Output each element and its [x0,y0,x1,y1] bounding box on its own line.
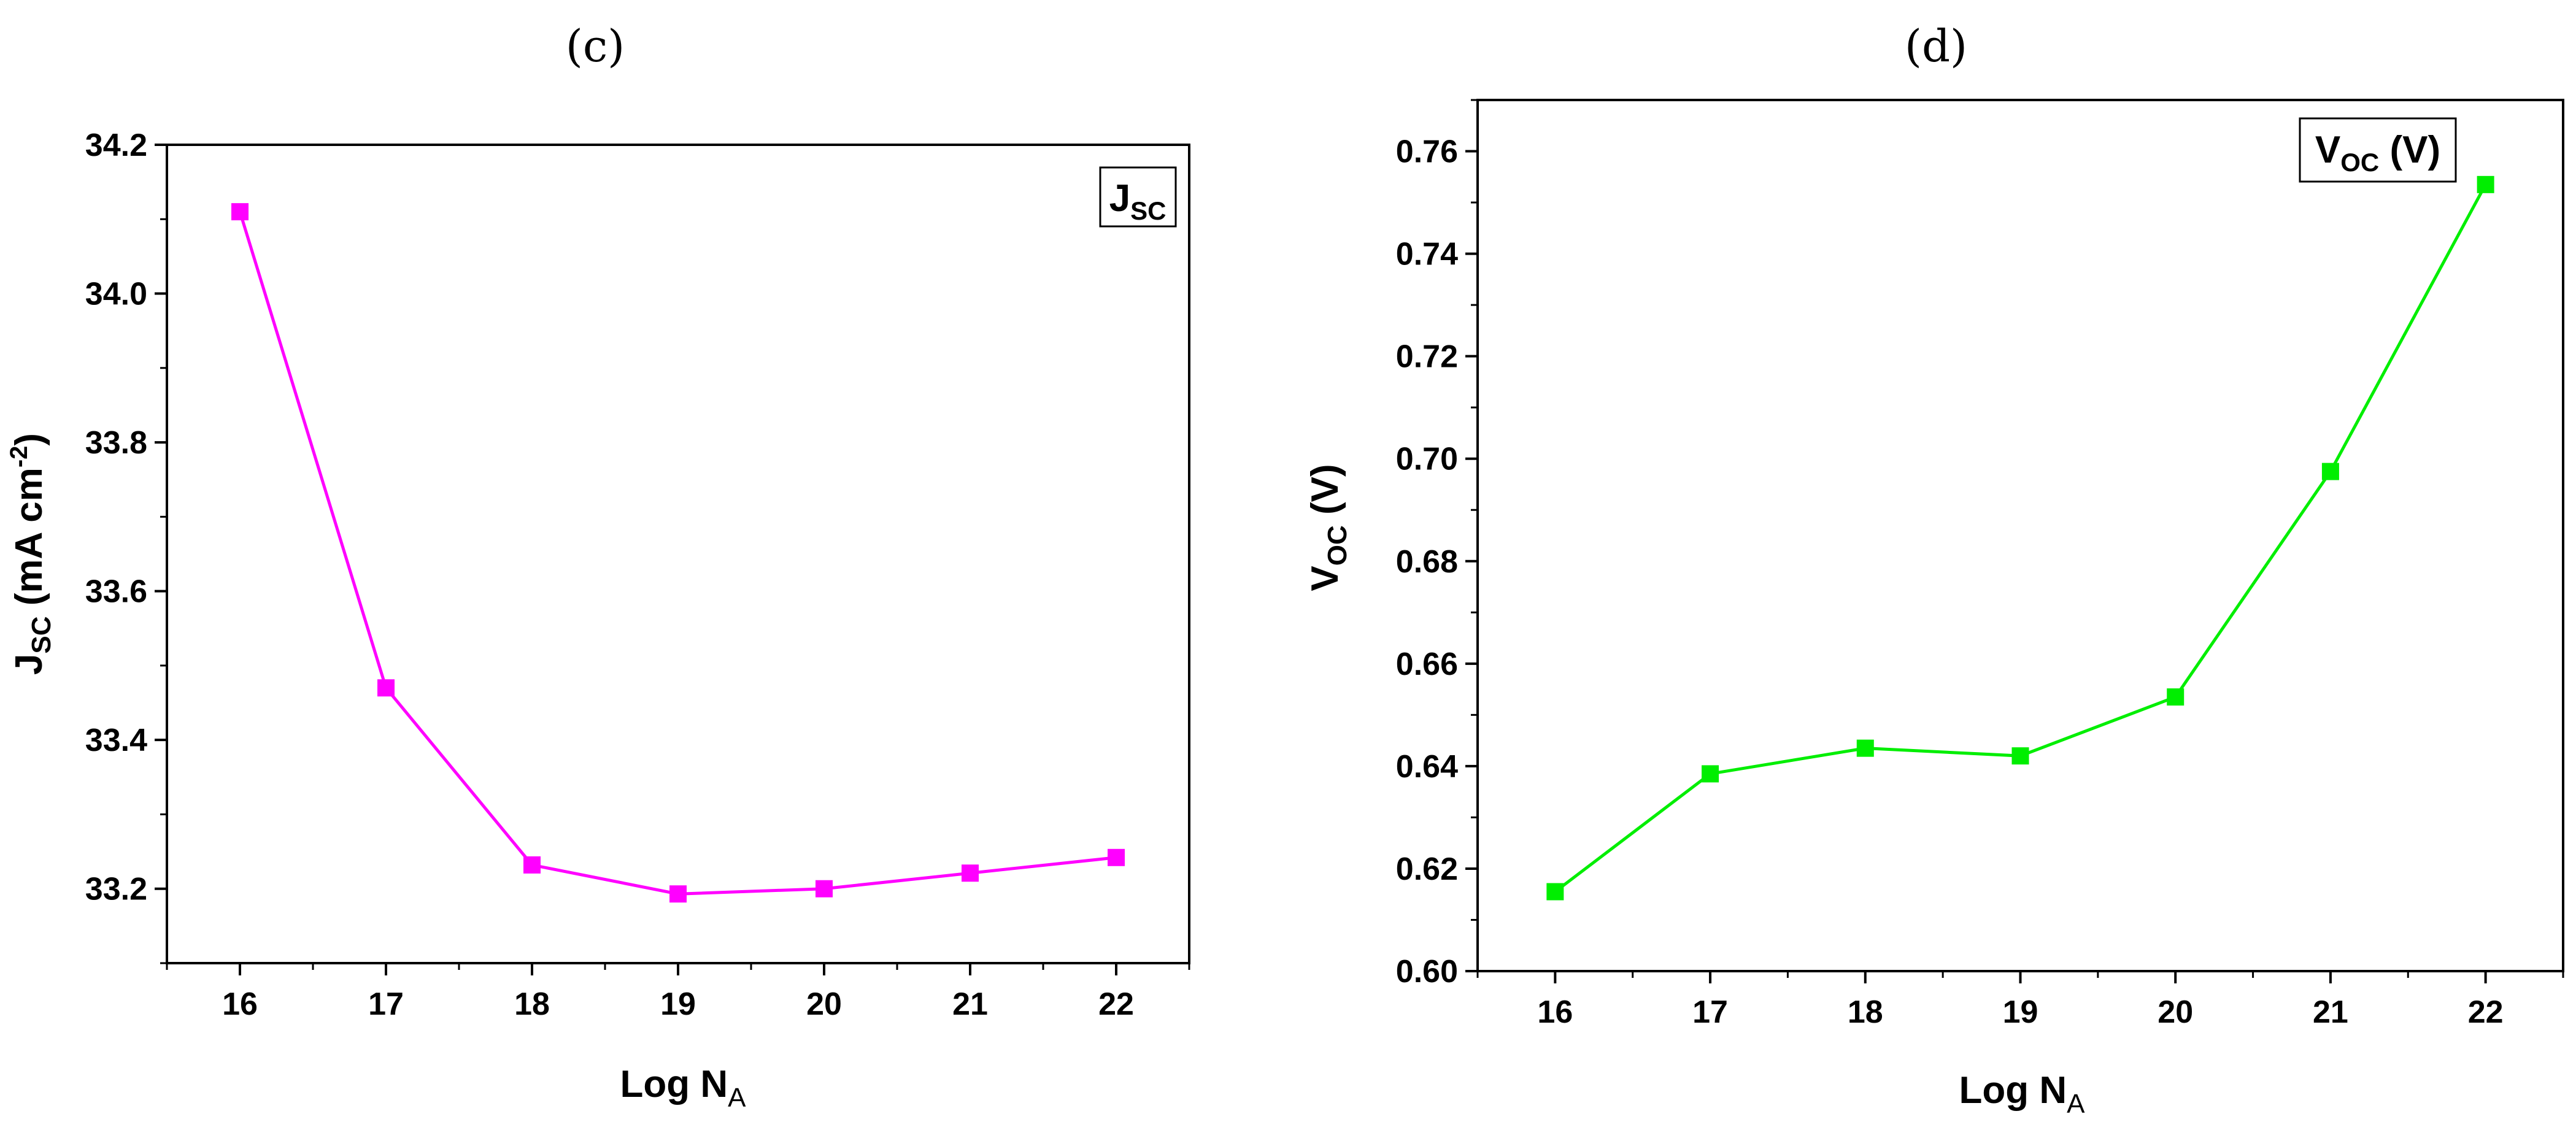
series-c [231,203,1125,903]
y-tick-label: 0.60 [1396,954,1458,990]
data-point [2167,688,2185,706]
y-tick-label: 33.8 [85,425,147,461]
x-axis-title-d: Log NA [1959,1069,2086,1119]
legend-box-c [1099,166,1177,228]
y-tick-label: 0.64 [1396,749,1458,785]
series-d [1546,175,2494,901]
y-tick-label: 33.6 [85,574,147,610]
x-tick-label: 16 [1537,994,1573,1030]
y-ticks-c [155,144,167,964]
series-line [1554,183,2487,893]
data-point [962,864,979,882]
y-tick-label: 0.68 [1396,544,1458,580]
x-tick-labels-d: 16 17 18 19 20 21 22 [1537,994,2503,1030]
panel-label-c: (c) [566,20,625,72]
x-tick-label: 21 [2313,994,2348,1030]
y-tick-label: 33.2 [85,872,147,907]
x-axis-title-c: Log NA [620,1063,747,1113]
chart-panel-d: (d) 0.60 0.62 0.64 0.66 0.68 0.70 0.72 0.74 0.76… [1304,20,2564,1119]
x-tick-label: 22 [1098,986,1134,1022]
data-point [377,679,395,697]
data-point [669,885,687,903]
y-tick-labels-d: 0.60 0.62 0.64 0.66 0.68 0.70 0.72 0.74 0.76 [1396,134,1458,990]
chart-panel-c: (c) 33.2 33.4 33.6 33.8 34.0 34.2 16 17 18 19 20 2… [6,20,1190,1113]
y-ticks-d [1465,99,1478,972]
series-line [238,211,1117,896]
data-point [2011,747,2029,765]
x-tick-label: 20 [2158,994,2193,1030]
data-point [2477,175,2494,193]
data-point [1108,848,1125,866]
y-tick-label: 0.70 [1396,442,1458,477]
x-tick-label: 19 [660,986,696,1022]
x-tick-label: 18 [1848,994,1883,1030]
plot-frame-c [166,144,1190,964]
x-tick-label: 19 [2003,994,2038,1030]
y-tick-label: 0.66 [1396,647,1458,682]
legend-label-d: VOC (V) [2315,129,2440,177]
y-tick-label: 0.74 [1396,237,1458,272]
x-ticks-c [166,963,1190,975]
legend-box-d [2299,117,2457,183]
y-tick-label: 0.72 [1396,339,1458,375]
y-tick-label: 34.2 [85,128,147,163]
x-tick-label: 17 [368,986,404,1022]
x-tick-label: 20 [806,986,842,1022]
y-tick-label: 34.0 [85,277,147,312]
y-axis-title-d: VOC (V) [1304,464,1352,591]
y-axis-title-c: JSC (mA cm-2) [6,433,56,675]
panel-label-d: (d) [1905,20,1967,72]
data-point [1546,883,1564,901]
x-ticks-d [1476,971,2564,983]
legend-label-c: JSC [1109,177,1167,225]
legend-c: JSC [1099,166,1177,228]
x-tick-labels-c: 16 17 18 19 20 21 22 [222,986,1134,1022]
x-tick-label: 22 [2468,994,2504,1030]
y-tick-label: 0.62 [1396,851,1458,887]
y-tick-labels-c: 33.2 33.4 33.6 33.8 34.0 34.2 [85,128,147,907]
data-point [231,203,249,221]
data-point [1856,739,1874,757]
data-point [816,880,833,897]
y-tick-label: 33.4 [85,723,147,758]
legend-d: VOC (V) [2299,117,2457,183]
x-tick-label: 18 [514,986,550,1022]
data-point [2321,463,2339,480]
plot-frame-d [1476,99,2564,972]
x-tick-label: 21 [952,986,988,1022]
x-tick-label: 16 [222,986,258,1022]
y-tick-label: 0.76 [1396,134,1458,170]
x-tick-label: 17 [1692,994,1728,1030]
data-point [1702,765,1719,783]
data-point [523,856,541,874]
